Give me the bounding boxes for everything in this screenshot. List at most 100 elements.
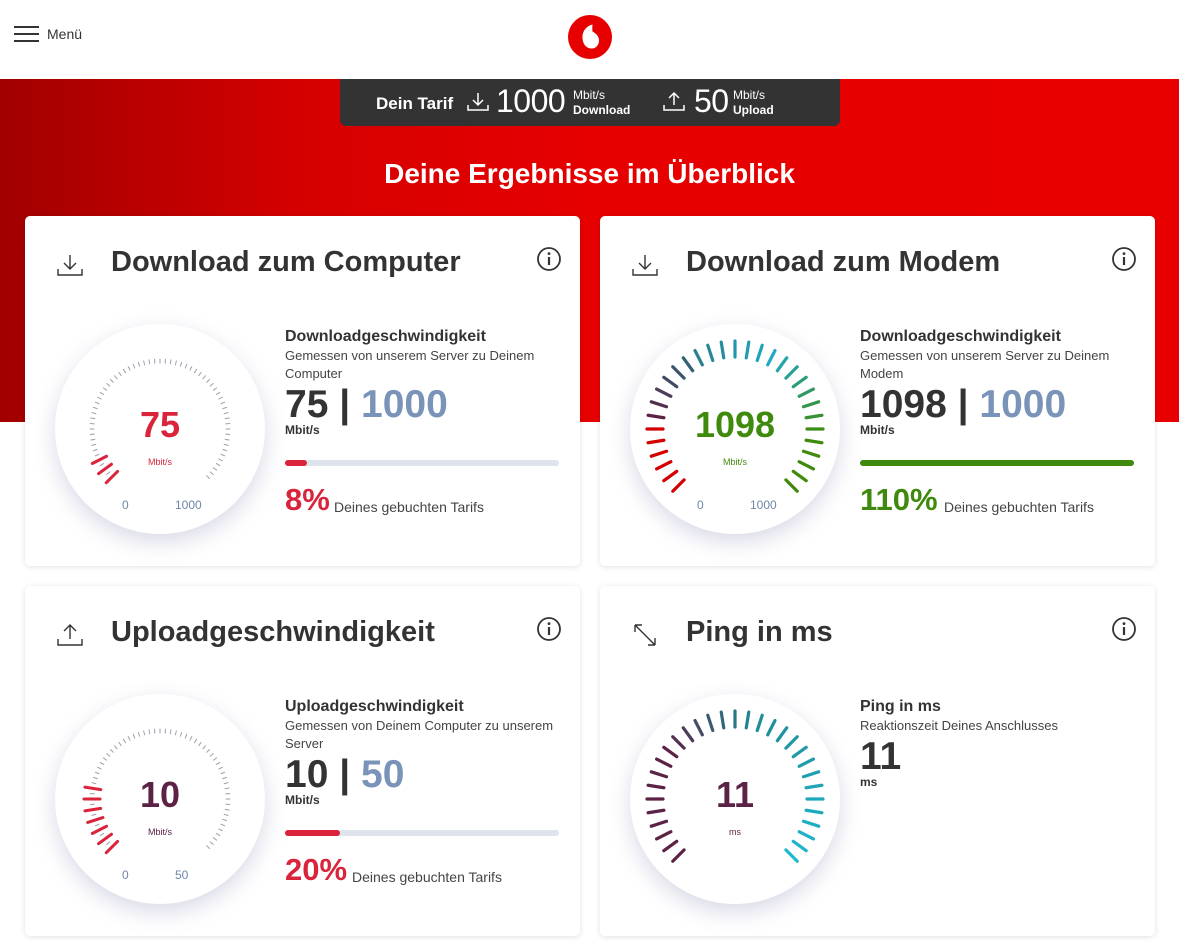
gauge-tick-active: [649, 400, 669, 409]
progress-bar: [285, 460, 559, 466]
gauge-ticks: [645, 709, 825, 863]
gauge-value: 1098: [694, 404, 776, 445]
download-icon: [57, 255, 83, 276]
gauge-tick: [224, 438, 230, 441]
metric-title: Uploadgeschwindigkeit: [285, 698, 464, 715]
gauge-tick: [110, 379, 114, 383]
gauge-tick-active: [797, 460, 816, 471]
gauge-tick-active: [797, 830, 816, 841]
gauge-tick: [184, 733, 188, 739]
tariff-upload-unit-text: Mbit/s: [733, 88, 766, 102]
gauge-tick: [222, 776, 228, 780]
metric-description: Reaktionszeit Deines Anschlusses: [860, 718, 1058, 733]
gauge-tick: [99, 391, 105, 396]
gauge-tick: [223, 813, 229, 816]
gauge-tick-active: [662, 469, 679, 483]
gauge-tick: [118, 371, 122, 377]
gauge-tick: [223, 782, 229, 785]
metric-values: 1098 | 1000: [860, 383, 1140, 427]
gauge-tick-active: [719, 340, 726, 360]
gauge-tick: [92, 776, 98, 780]
gauge-tick: [169, 729, 172, 735]
gauge-tick-active: [791, 375, 808, 389]
gauge-tick-active: [646, 413, 666, 420]
gauge-tick: [212, 387, 218, 391]
gauge-tick-active: [662, 839, 679, 853]
gauge-tick: [206, 749, 210, 753]
download-icon: [632, 255, 658, 276]
gauge-tick-active: [649, 770, 669, 779]
gauge-tick-active: [104, 469, 120, 485]
gauge-tick: [220, 453, 226, 457]
gauge-tick: [174, 730, 177, 736]
metric-block: Downloadgeschwindigkeit Gemessen von uns…: [285, 328, 565, 437]
gauge-tick-active: [671, 848, 686, 863]
metric-unit: Mbit/s: [285, 423, 320, 437]
tariff-label: Dein Tarif: [376, 94, 454, 113]
menu-button[interactable]: Menü: [14, 24, 82, 44]
vodafone-logo[interactable]: [567, 14, 613, 60]
gauge-tick-active: [804, 413, 824, 420]
gauge-tick: [198, 371, 202, 377]
gauge-tick-active: [719, 710, 726, 730]
gauge-tick: [218, 766, 223, 770]
tariff-upload-label: Upload: [733, 103, 774, 117]
gauge-tick: [169, 359, 172, 365]
percent-label: Deines gebuchten Tarifs: [352, 869, 502, 885]
gauge-tick-active: [801, 400, 821, 409]
gauge-tick: [106, 841, 111, 845]
gauge-tick-active: [791, 745, 808, 759]
metric-block: Downloadgeschwindigkeit Gemessen von uns…: [860, 328, 1140, 437]
speed-gauge: 10 Mbit/s 0 50: [55, 694, 265, 904]
gauge-tick: [215, 761, 221, 766]
gauge-tick-active: [97, 462, 113, 476]
gauge-tick: [143, 360, 146, 366]
gauge-unit: Mbit/s: [722, 457, 747, 467]
ping-arrows-icon: [634, 624, 656, 646]
percent-value: 8%: [285, 482, 330, 517]
gauge-tick-active: [797, 387, 816, 398]
gauge-tick-active: [104, 839, 120, 855]
card-title: Download zum Computer: [111, 246, 461, 278]
gauge-tick: [99, 761, 105, 766]
top-bar: Menü: [0, 0, 1179, 79]
gauge-tick-active: [706, 713, 715, 733]
gauge-tick: [222, 406, 228, 410]
gauge-tick-active: [804, 808, 824, 815]
ping-gauge: 11 ms: [630, 694, 840, 904]
gauge-tick: [212, 757, 218, 761]
gauge-tick: [92, 406, 98, 410]
gauge-unit: Mbit/s: [147, 457, 172, 467]
gauge-tick: [137, 361, 141, 367]
info-icon[interactable]: [1111, 246, 1137, 272]
info-icon[interactable]: [536, 616, 562, 642]
card-upload: Uploadgeschwindigkeit 10 Mbit/s 0 50 Upl…: [25, 586, 580, 936]
tariff-download-value: 1000: [496, 83, 566, 119]
gauge-tick: [91, 813, 97, 816]
gauge-tick: [220, 771, 226, 775]
metric-unit: ms: [860, 775, 878, 789]
info-icon[interactable]: [536, 246, 562, 272]
card-title: Ping in ms: [686, 616, 833, 648]
gauge-tick-active: [801, 449, 821, 458]
gauge-tick: [102, 387, 108, 391]
gauge-tick-active: [744, 340, 751, 360]
gauge-ticks: [89, 358, 231, 485]
gauge-tick: [209, 841, 214, 845]
info-icon[interactable]: [1111, 616, 1137, 642]
value-separator: |: [339, 753, 351, 796]
gauge-tick-active: [693, 718, 704, 737]
gauge-tick-active: [681, 356, 695, 373]
gauge-tick-active: [804, 438, 824, 445]
gauge-tick-active: [784, 478, 799, 493]
gauge-value: 11: [715, 774, 755, 815]
value-separator: |: [339, 383, 351, 426]
gauge-tick: [218, 396, 223, 400]
gauge-tick: [99, 832, 105, 837]
gauge-tick-active: [775, 726, 789, 743]
gauge-max: 1000: [175, 498, 202, 512]
page-title: Deine Ergebnisse im Überblick: [384, 158, 795, 189]
gauge-tick-active: [801, 819, 821, 828]
gauge-tick-active: [797, 757, 816, 768]
gauge-tick-active: [649, 819, 669, 828]
